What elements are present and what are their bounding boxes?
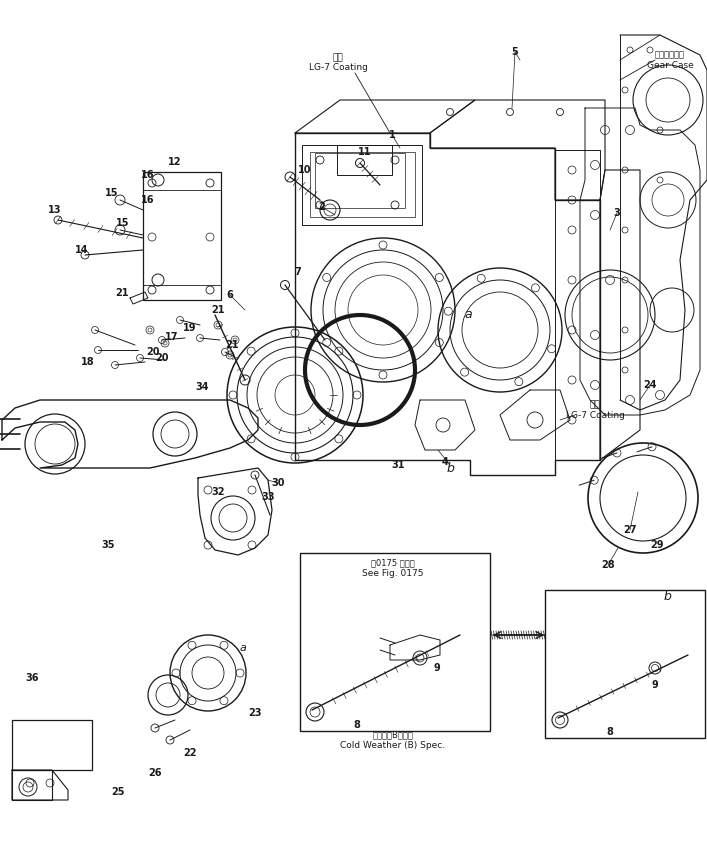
- Text: 10: 10: [298, 165, 312, 175]
- Text: 寒冷地（B）仕様: 寒冷地（B）仕様: [373, 731, 414, 739]
- Text: ギヤーケース: ギヤーケース: [655, 51, 685, 59]
- Text: 8: 8: [607, 727, 614, 737]
- Text: 16: 16: [141, 195, 155, 205]
- Text: 21: 21: [115, 288, 129, 298]
- Bar: [12, 720, 92, 770]
- Text: 27: 27: [624, 525, 637, 535]
- Text: 20: 20: [146, 347, 160, 357]
- Text: 31: 31: [391, 460, 404, 470]
- Bar: [337, 145, 392, 175]
- Text: b: b: [446, 462, 454, 474]
- Text: 19: 19: [183, 323, 197, 333]
- Text: LG-7 Coating: LG-7 Coating: [566, 410, 624, 419]
- Text: 26: 26: [148, 768, 162, 778]
- Text: 2: 2: [319, 202, 325, 212]
- Text: 3: 3: [614, 208, 620, 218]
- Text: 36: 36: [25, 673, 39, 683]
- Text: 11: 11: [358, 147, 372, 157]
- Text: Cold Weather (B) Spec.: Cold Weather (B) Spec.: [341, 740, 445, 749]
- Text: 32: 32: [211, 487, 225, 497]
- Bar: [300, 553, 490, 731]
- Text: 18: 18: [81, 357, 95, 367]
- Text: 9: 9: [652, 680, 658, 690]
- Bar: [310, 152, 415, 217]
- Bar: [545, 590, 705, 738]
- Text: 21: 21: [211, 305, 225, 315]
- Text: 5: 5: [512, 47, 518, 57]
- Text: a: a: [464, 309, 472, 322]
- Text: See Fig. 0175: See Fig. 0175: [362, 569, 423, 577]
- Bar: [302, 145, 422, 225]
- Text: 22: 22: [183, 748, 197, 758]
- Text: 7: 7: [295, 267, 301, 277]
- Text: 13: 13: [48, 205, 62, 215]
- Text: 35: 35: [101, 540, 115, 550]
- Text: 21: 21: [226, 340, 239, 350]
- Text: a: a: [240, 643, 247, 653]
- Text: 9: 9: [433, 663, 440, 673]
- Text: 1: 1: [389, 130, 395, 140]
- Text: b: b: [663, 591, 671, 603]
- Text: 16: 16: [141, 170, 155, 180]
- Text: 12: 12: [168, 157, 182, 167]
- Bar: [315, 153, 405, 208]
- Text: 4: 4: [442, 457, 448, 467]
- Bar: [12, 770, 52, 800]
- Text: 塗布: 塗布: [590, 401, 600, 409]
- Text: 15: 15: [116, 218, 130, 228]
- Text: 29: 29: [650, 540, 664, 550]
- Text: 8: 8: [354, 720, 361, 730]
- Text: 34: 34: [195, 382, 209, 392]
- Text: 15: 15: [105, 188, 119, 198]
- Text: Gear Case: Gear Case: [647, 61, 694, 69]
- Text: 17: 17: [165, 332, 179, 342]
- Text: 33: 33: [262, 492, 275, 502]
- Text: 25: 25: [111, 787, 124, 797]
- Text: 塗布: 塗布: [332, 53, 344, 62]
- Text: 23: 23: [248, 708, 262, 718]
- Text: 24: 24: [643, 380, 657, 390]
- Text: 20: 20: [156, 353, 169, 363]
- Text: 28: 28: [601, 560, 615, 570]
- Bar: [143, 172, 221, 300]
- Text: 6: 6: [227, 290, 233, 300]
- Text: LG-7 Coating: LG-7 Coating: [308, 63, 368, 73]
- Text: 30: 30: [271, 478, 285, 488]
- Bar: [555, 150, 600, 460]
- Text: 14: 14: [75, 245, 89, 255]
- Text: 図0175 図参照: 図0175 図参照: [371, 559, 415, 567]
